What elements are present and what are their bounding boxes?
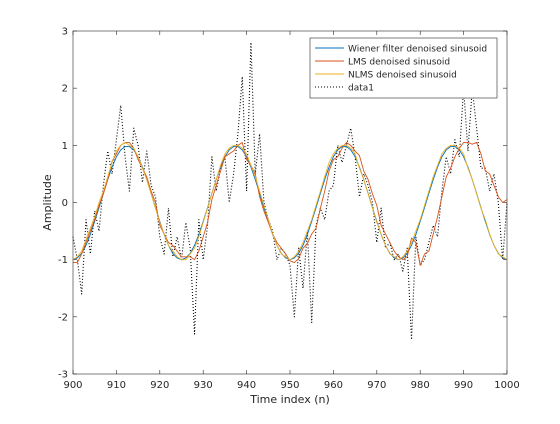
legend: Wiener filter denoised sinusoid LMS denoi… [309,37,498,99]
x-tick-label: 920 [150,380,169,391]
x-axis: 900 910 920 930 940 950 960 970 980 990 1000 [63,31,520,391]
y-tick-label: -1 [58,255,68,266]
x-tick-label: 970 [367,380,386,391]
y-tick-label: -2 [58,312,68,323]
x-tick-label: 930 [194,380,213,391]
y-tick-label: -3 [58,370,68,381]
series-line-0 [72,146,508,261]
legend-label: LMS denoised sinusoid [348,58,450,68]
x-tick-label: 1000 [494,380,519,391]
series-line-2 [72,142,508,261]
x-tick-label: 980 [411,380,430,391]
legend-label: NLMS denoised sinusoid [348,71,457,81]
y-tick-label: 0 [62,198,68,209]
legend-label: data1 [348,84,374,94]
y-tick-label: 3 [62,27,68,38]
y-axis-label: Amplitude [41,174,54,231]
plot-frame [72,30,508,375]
x-tick-label: 990 [454,380,473,391]
y-tick-label: 2 [62,84,68,95]
series-layer [72,41,508,341]
legend-label: Wiener filter denoised sinusoid [348,45,487,55]
y-tick-label: 1 [62,141,68,152]
x-tick-label: 950 [280,380,299,391]
series-line-1 [73,142,508,266]
x-tick-label: 900 [63,380,82,391]
x-tick-label: 940 [237,380,256,391]
y-axis: -3 -2 -1 0 1 2 3 [58,27,507,381]
x-axis-label: Time index (n) [249,393,330,406]
x-tick-label: 910 [107,380,126,391]
x-tick-label: 960 [324,380,343,391]
